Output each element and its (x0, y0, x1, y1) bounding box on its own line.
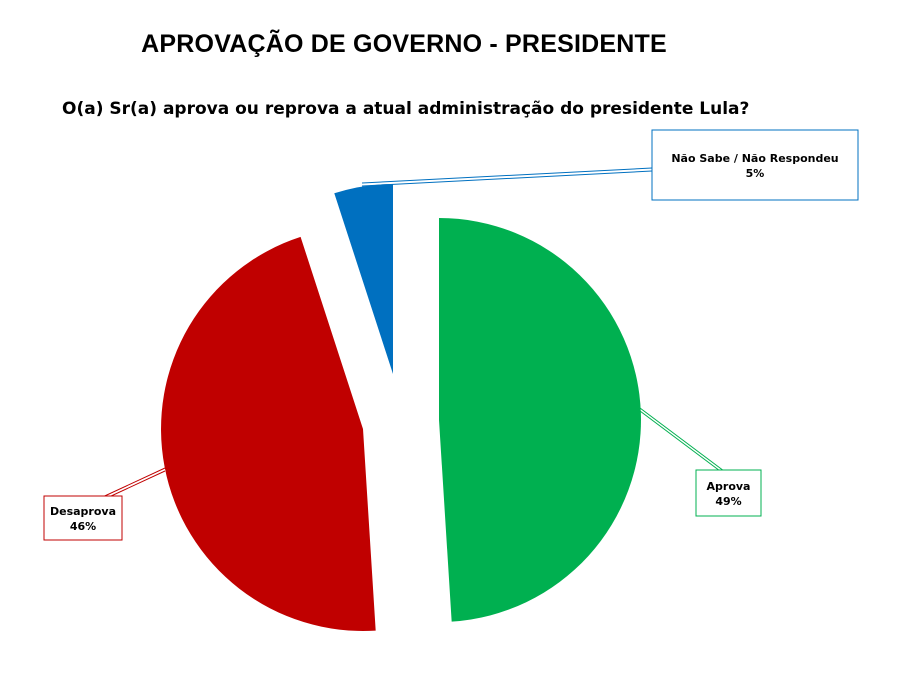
chart-question: O(a) Sr(a) aprova ou reprova a atual adm… (62, 99, 750, 119)
label-box-aprova (695, 469, 762, 517)
leader-line-nao-sabe-nao-respondeu (361, 167, 653, 184)
leader-line-desaprova (95, 467, 166, 501)
slice-name-desaprova: Desaprova (50, 505, 116, 518)
leader-line-aprova (639, 407, 729, 475)
label-box-desaprova (43, 495, 123, 541)
pie-slice-desaprova (161, 236, 376, 631)
pie-slice-aprova (439, 218, 641, 622)
pie-slice-nao-sabe-nao-respondeu (334, 184, 393, 374)
slice-name-aprova: Aprova (707, 480, 751, 493)
leader-line-lower-aprova (639, 410, 729, 478)
slice-value-desaprova: 46% (70, 520, 96, 533)
slice-value-aprova: 49% (715, 495, 741, 508)
slice-name-nao-sabe-nao-respondeu: Não Sabe / Não Respondeu (671, 152, 838, 165)
chart-title: APROVAÇÃO DE GOVERNO - PRESIDENTE (141, 30, 667, 58)
leader-line-lower-nao-sabe-nao-respondeu (361, 170, 653, 187)
label-box-nao-sabe-nao-respondeu (651, 129, 859, 201)
slice-value-nao-sabe-nao-respondeu: 5% (746, 167, 765, 180)
